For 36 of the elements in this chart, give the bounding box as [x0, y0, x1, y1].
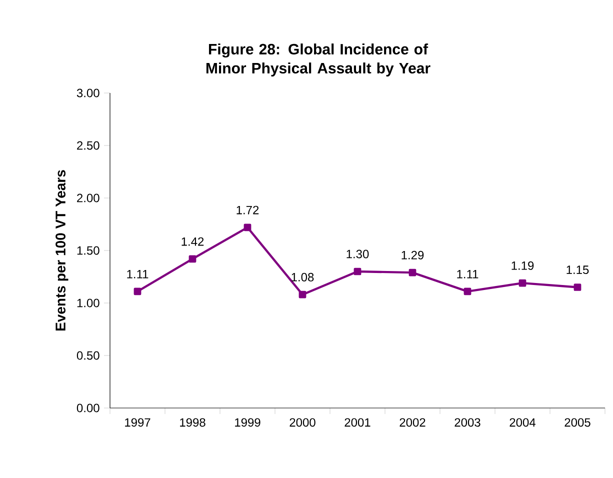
x-tick-label: 2005 — [564, 418, 590, 427]
y-tick-label: 1.50 — [77, 246, 100, 255]
y-tick-label: 3.00 — [76, 88, 100, 98]
point — [518, 279, 526, 287]
point — [574, 284, 582, 291]
y-tick-label: 2.00 — [77, 194, 100, 202]
y-axis-title: Events per 100 VT Years — [56, 170, 68, 330]
point — [188, 255, 196, 263]
point — [244, 224, 252, 232]
x-tick-label: 1999 — [235, 418, 260, 427]
x-tick-label: 1997 — [125, 418, 150, 427]
point — [408, 268, 416, 276]
point — [464, 288, 472, 296]
x-tick-label: 2000 — [290, 418, 316, 427]
point — [134, 288, 142, 296]
data-label: 1.42 — [182, 237, 204, 246]
point — [354, 268, 362, 276]
data-label: 1.19 — [512, 261, 534, 270]
point — [298, 290, 306, 298]
y-tick-label: 0.50 — [76, 351, 100, 360]
chart-title: Figure 28: Global Incidence of Minor Physical Assault by Year — [206, 44, 430, 76]
data-label: 1.08 — [292, 272, 314, 282]
x-tick-label: 2002 — [400, 418, 426, 427]
x-tick-label: 2003 — [454, 418, 480, 427]
data-label: 1.29 — [402, 250, 424, 260]
data-label: 1.11 — [457, 270, 478, 278]
data-label: 1.30 — [346, 250, 369, 258]
x-tick-label: 1998 — [180, 418, 206, 427]
x-tick-label: 2001 — [344, 418, 370, 427]
x-tick-label: 2004 — [510, 418, 536, 427]
y-tick-label: 2.50 — [77, 141, 100, 150]
data-label: 1.11 — [127, 270, 148, 278]
data-label: 1.72 — [236, 206, 259, 214]
y-tick-label: 1.00 — [77, 298, 100, 308]
data-label: 1.15 — [566, 266, 589, 274]
y-tick-label: 0.00 — [76, 404, 100, 412]
